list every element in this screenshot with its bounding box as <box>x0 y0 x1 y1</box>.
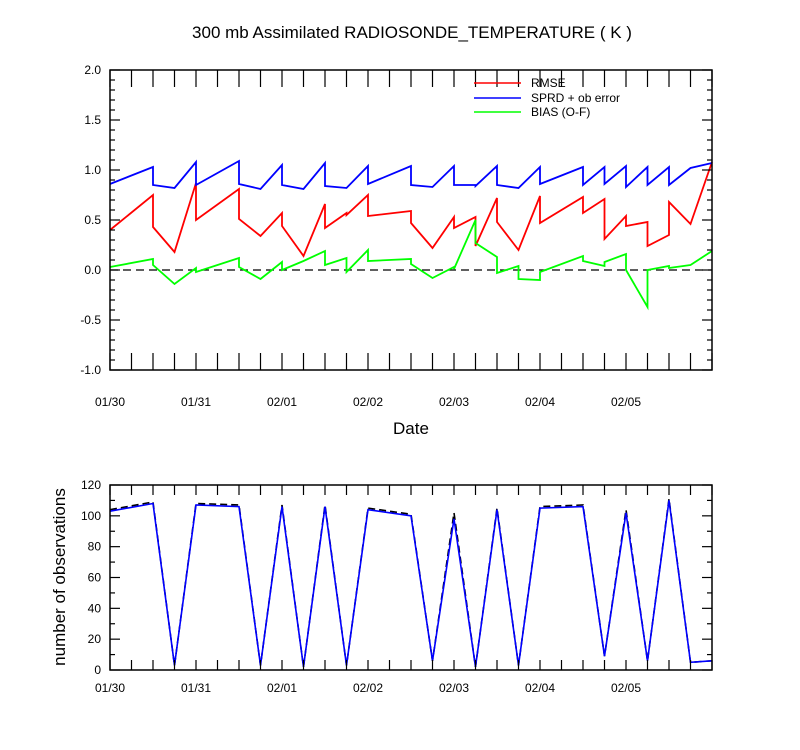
x-tick-label: 02/02 <box>353 395 383 409</box>
x-tick-label: 02/01 <box>267 395 297 409</box>
legend-label-rmse: RMSE <box>531 76 566 90</box>
x-tick-label: 02/04 <box>525 681 555 695</box>
legend: RMSE SPRD + ob error BIAS (O-F) <box>474 76 620 119</box>
y-tick-label: 60 <box>88 571 102 585</box>
series-line-assimilated-observations <box>109 500 713 668</box>
top-plot: -1.0 -0.5 0.0 0.5 1.0 1.5 2.0 01/30 01/31 02/01 02… <box>80 63 713 409</box>
bottom-plot: 0 20 40 60 80 100 120 01/30 01/31 02/01 02/02 02/03… <box>81 478 713 695</box>
x-tick-label: 01/30 <box>95 681 125 695</box>
x-tick-label: 01/30 <box>95 395 125 409</box>
bottom-plot-frame <box>109 484 713 671</box>
y-axis-title-observations: number of observations <box>50 488 69 666</box>
y-tick-label: 0.0 <box>84 263 101 277</box>
x-tick-label: 01/31 <box>181 681 211 695</box>
bottom-series-group <box>109 498 713 668</box>
top-axis-labels: -1.0 -0.5 0.0 0.5 1.0 1.5 2.0 01/30 01/31 02/01 02… <box>80 63 641 409</box>
top-axis-ticks <box>109 69 713 371</box>
y-tick-label: 100 <box>81 509 101 523</box>
x-tick-label: 02/03 <box>439 681 469 695</box>
top-series-group <box>109 159 713 311</box>
bottom-axis-ticks <box>109 484 713 671</box>
y-tick-label: 120 <box>81 478 101 492</box>
bottom-axis-labels: 0 20 40 60 80 100 120 01/30 01/31 02/01 02/02 02/03… <box>81 478 641 695</box>
x-tick-label: 02/02 <box>353 681 383 695</box>
y-tick-label: -0.5 <box>80 313 101 327</box>
series-line-sprd-ob-error <box>109 159 713 190</box>
y-tick-label: 0.5 <box>84 213 101 227</box>
series-line-bias-o-f <box>109 219 713 311</box>
y-tick-label: 80 <box>88 540 102 554</box>
x-tick-label: 02/04 <box>525 395 555 409</box>
x-tick-label: 01/31 <box>181 395 211 409</box>
y-tick-label: 20 <box>88 632 102 646</box>
x-axis-title: Date <box>393 419 429 438</box>
x-tick-label: 02/01 <box>267 681 297 695</box>
y-tick-label: -1.0 <box>80 363 101 377</box>
legend-label-sprd: SPRD + ob error <box>531 91 620 105</box>
y-tick-label: 1.0 <box>84 163 101 177</box>
y-tick-label: 2.0 <box>84 63 101 77</box>
series-line-possible-observations <box>109 498 713 668</box>
y-tick-label: 1.5 <box>84 113 101 127</box>
legend-label-bias: BIAS (O-F) <box>531 105 590 119</box>
x-tick-label: 02/05 <box>611 681 641 695</box>
x-tick-label: 02/05 <box>611 395 641 409</box>
y-tick-label: 40 <box>88 601 102 615</box>
x-tick-label: 02/03 <box>439 395 469 409</box>
chart-title: 300 mb Assimilated RADIOSONDE_TEMPERATUR… <box>192 23 632 42</box>
y-tick-label: 0 <box>94 663 101 677</box>
series-line-rmse <box>109 161 713 258</box>
